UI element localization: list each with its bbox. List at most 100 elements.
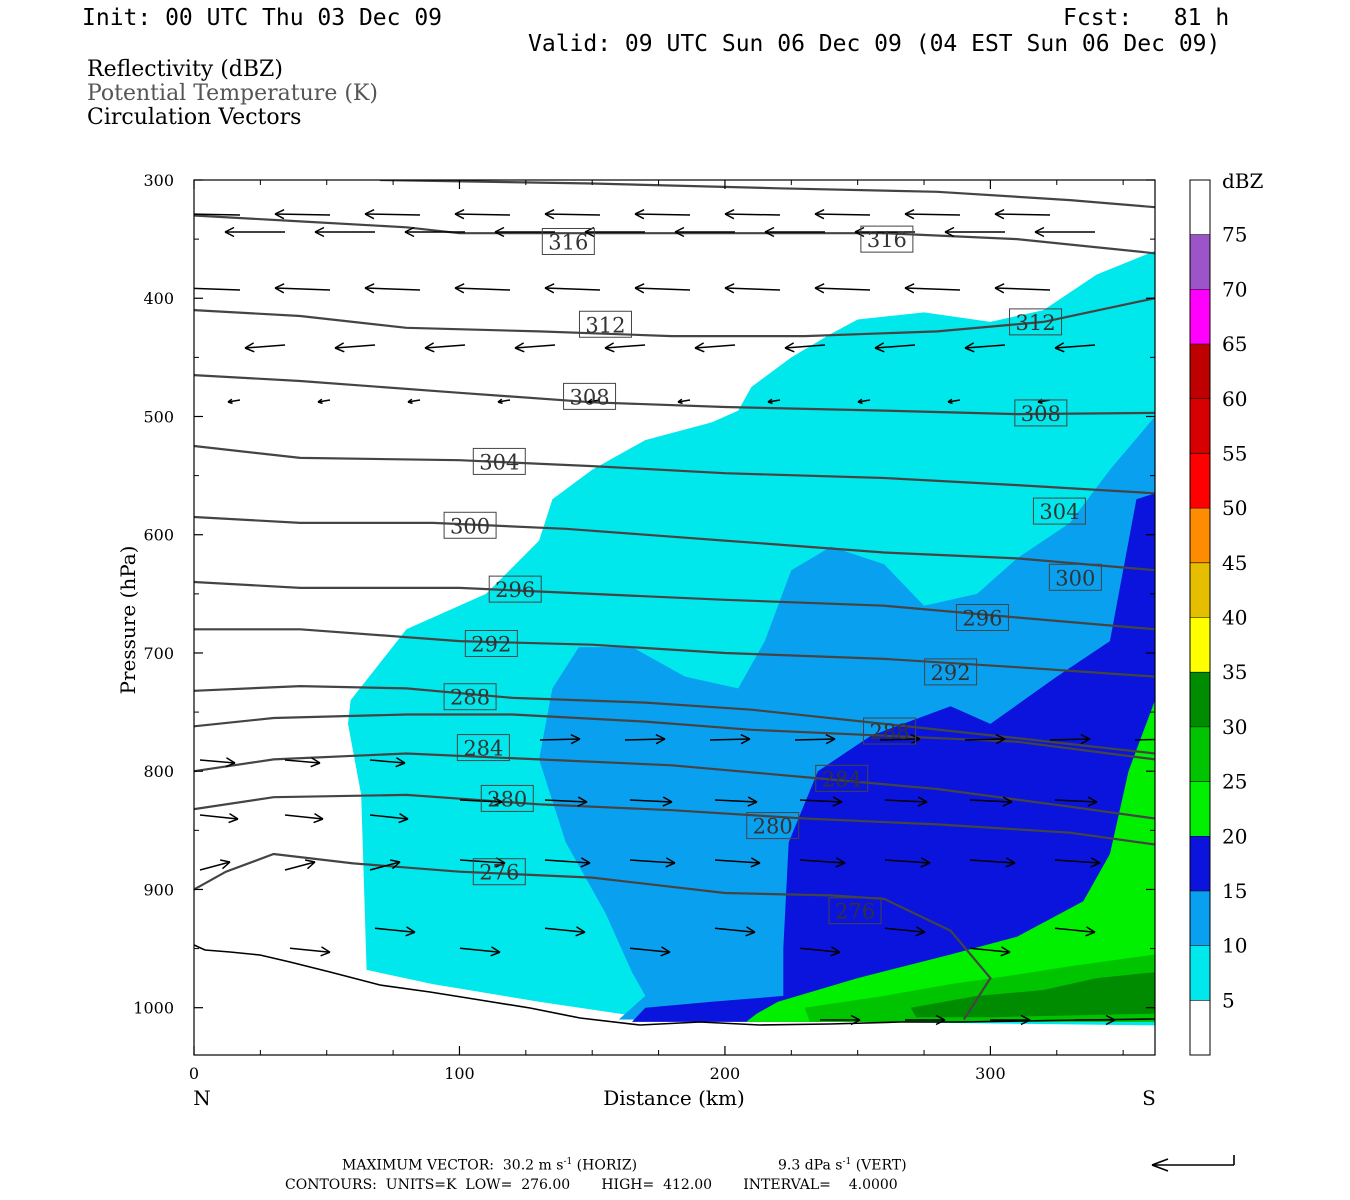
theta-contour-308 bbox=[194, 444, 1155, 495]
circulation-vector-arrow bbox=[884, 796, 928, 807]
legend-circulation-vectors: Circulation Vectors bbox=[87, 105, 302, 130]
max-vector-text: MAXIMUM VECTOR: 30.2 m s-1 (HORIZ) bbox=[342, 1157, 638, 1174]
circulation-vector-arrow bbox=[364, 208, 421, 220]
contour-label: 284 bbox=[463, 737, 503, 761]
theta-contour-276 bbox=[194, 852, 992, 1021]
circulation-vector-arrow bbox=[539, 734, 581, 745]
circulation-vector-arrow bbox=[199, 757, 236, 768]
circulation-vector-arrow bbox=[820, 1014, 861, 1026]
circulation-vector-arrow bbox=[990, 1014, 1031, 1026]
colorbar-tick-label: 10 bbox=[1222, 934, 1247, 958]
colorbar-tick-label: 75 bbox=[1222, 223, 1247, 247]
legend-reflectivity: Reflectivity (dBZ) bbox=[87, 57, 283, 82]
circulation-vector-arrow bbox=[369, 812, 409, 824]
theta-contour-304 bbox=[194, 515, 1155, 572]
circulation-vector-arrow bbox=[874, 342, 916, 353]
contour-label: 300 bbox=[1055, 566, 1095, 590]
colorbar-swatch bbox=[1190, 289, 1210, 345]
max-vector-horiz-tag: (HORIZ) bbox=[576, 1157, 638, 1174]
y-tick-label: 700 bbox=[143, 644, 174, 663]
circulation-vector-arrow bbox=[244, 342, 286, 353]
circulation-vector-arrow bbox=[514, 342, 556, 353]
colorbar-swatch bbox=[1190, 1000, 1210, 1055]
y-axis-label: Pressure (hPa) bbox=[116, 546, 140, 695]
contour-label: 312 bbox=[1015, 311, 1055, 335]
colorbar-swatch bbox=[1190, 398, 1210, 454]
contour-label: 308 bbox=[570, 385, 610, 409]
contour-label-box bbox=[860, 225, 914, 253]
circulation-vector-arrow bbox=[369, 757, 406, 768]
circulation-vector-arrow bbox=[724, 283, 781, 294]
contour-label-box bbox=[1032, 497, 1086, 525]
contour-label-box bbox=[480, 784, 534, 812]
circulation-vector-arrow bbox=[947, 398, 961, 405]
circulation-vector-arrow bbox=[799, 946, 841, 957]
circulation-vector-arrow bbox=[629, 946, 671, 957]
x-tick-label: 100 bbox=[444, 1064, 475, 1083]
contour-label: 300 bbox=[450, 514, 490, 538]
circulation-vector-arrow bbox=[694, 342, 736, 353]
circulation-vector-arrow bbox=[289, 946, 331, 957]
contour-label: 276 bbox=[479, 861, 519, 885]
circulation-vector-arrow bbox=[227, 398, 241, 405]
circulation-vector-arrow bbox=[1134, 738, 1155, 741]
colorbar-swatch bbox=[1190, 562, 1210, 618]
x-axis-label: Distance (km) bbox=[603, 1086, 745, 1110]
circulation-vector-arrow bbox=[714, 857, 761, 868]
circulation-vector-arrow bbox=[199, 812, 239, 824]
contour-label-box bbox=[464, 630, 518, 658]
x-tick-label: 0 bbox=[189, 1064, 199, 1083]
circulation-vector-arrow bbox=[905, 1014, 946, 1026]
y-tick-label: 500 bbox=[143, 407, 174, 426]
circulation-vector-arrow bbox=[714, 926, 756, 937]
circulation-vector-arrow bbox=[364, 283, 421, 294]
contour-label: 296 bbox=[495, 578, 535, 602]
x-tick-label: 200 bbox=[710, 1064, 741, 1083]
contour-label-box bbox=[815, 764, 869, 792]
contour-label-box bbox=[1014, 399, 1068, 427]
contour-label: 288 bbox=[450, 686, 490, 710]
contour-label-box bbox=[488, 575, 542, 603]
contour-label-box bbox=[563, 382, 617, 410]
colorbar-swatch bbox=[1190, 726, 1210, 782]
circulation-vector-arrow bbox=[587, 398, 601, 405]
circulation-vector-arrow bbox=[317, 398, 331, 405]
theta-contour-320 bbox=[194, 214, 1155, 255]
theta-contour-296 bbox=[194, 628, 1155, 678]
colorbar-tick-label: 35 bbox=[1222, 660, 1247, 684]
contour-label-box bbox=[443, 511, 497, 539]
theta-contour-324 bbox=[379, 180, 1155, 209]
circulation-vector-arrow bbox=[459, 946, 501, 957]
circulation-vector-arrow bbox=[334, 342, 376, 353]
colorbar-tick-label: 65 bbox=[1222, 332, 1247, 356]
contour-label: 292 bbox=[931, 661, 971, 685]
max-vector-label: MAXIMUM VECTOR: bbox=[342, 1157, 494, 1174]
circulation-vector-arrow bbox=[544, 283, 601, 294]
circulation-vector-arrow bbox=[284, 812, 324, 824]
circulation-vector-arrow bbox=[904, 208, 961, 220]
circulation-vector-arrow bbox=[714, 796, 758, 807]
theta-contour-300 bbox=[194, 580, 1155, 631]
circulation-vector-arrow bbox=[274, 208, 331, 220]
circulation-vector-arrow bbox=[944, 226, 1005, 238]
circulation-vector-arrow bbox=[724, 208, 781, 220]
circulation-vector-arrow bbox=[794, 734, 836, 745]
plot-frame bbox=[193, 179, 1156, 1056]
circulation-vector-arrow bbox=[1049, 734, 1091, 745]
contour-label-box bbox=[1048, 563, 1102, 591]
colorbar-tick-label: 50 bbox=[1222, 496, 1247, 520]
colorbar-swatch bbox=[1190, 234, 1210, 290]
circulation-vector-arrow bbox=[799, 857, 846, 868]
contour-label-box bbox=[472, 447, 526, 475]
circulation-vector-arrow bbox=[407, 398, 421, 405]
circulation-vector-arrow bbox=[634, 208, 691, 220]
circulation-vector-arrow bbox=[284, 757, 321, 768]
contour-label: 276 bbox=[835, 900, 875, 924]
circulation-vector-arrow bbox=[884, 926, 926, 937]
colorbar-tick-label: 70 bbox=[1222, 277, 1247, 301]
circulation-vector-arrow bbox=[374, 926, 416, 937]
x-tick-label: 300 bbox=[975, 1064, 1006, 1083]
reflectivity-region-15 bbox=[632, 493, 1155, 1022]
terrain-surface-line bbox=[194, 944, 1155, 1026]
contour-label: 316 bbox=[548, 230, 588, 254]
